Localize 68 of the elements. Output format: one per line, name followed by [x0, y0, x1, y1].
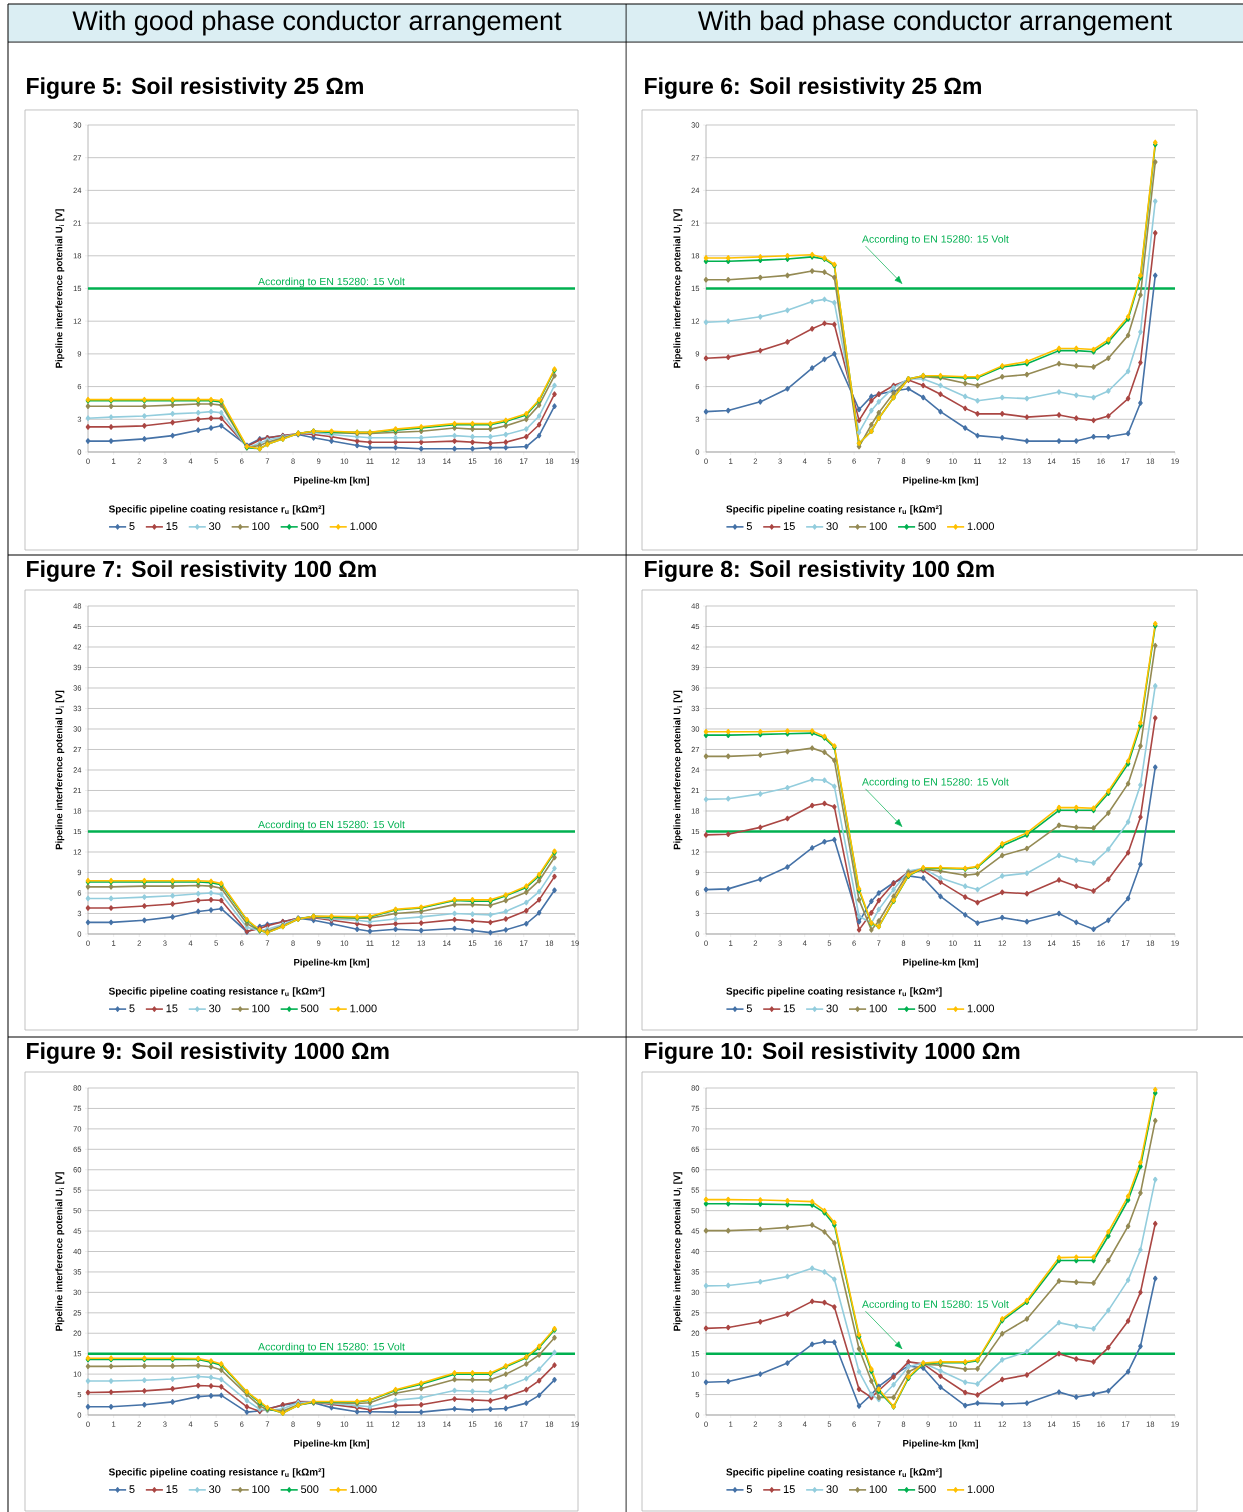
legend-title: Specific pipeline coating resistance r$_{u}$ [kΩm²]: [726, 987, 942, 997]
chart-title: Figure 5: Soil resistivity 25 Ωm: [27, 77, 363, 99]
y-axis-title: Pipeline interference potenial U$_{i}$ [V]: [55, 690, 65, 850]
legend-label: 500: [918, 1004, 936, 1013]
ref-line-label: According to EN 15280: 15 Volt: [861, 777, 1009, 788]
legend-title: Specific pipeline coating resistance r$_{u}$ [kΩm²]: [726, 505, 942, 515]
legend-label: 100: [252, 1485, 270, 1494]
legend-label: 30: [209, 1485, 221, 1494]
legend-title: Specific pipeline coating resistance r$_{u}$ [kΩm²]: [108, 1468, 325, 1478]
legend-label: 15: [783, 1485, 795, 1494]
legend-label: 100: [252, 522, 270, 531]
legend-label: 1.000: [967, 1004, 995, 1013]
legend-label: 30: [826, 1485, 838, 1494]
legend-label: 500: [300, 1485, 319, 1494]
chart-title: Figure 10: Soil resistivity 1000 Ωm: [645, 1042, 1020, 1064]
ref-line-label: According to EN 15280: 15 Volt: [861, 234, 1009, 245]
ref-line-label: According to EN 15280: 15 Volt: [258, 277, 405, 288]
chart-title: Figure 9: Soil resistivity 1000 Ωm: [27, 1042, 389, 1064]
legend-label: 15: [166, 1004, 178, 1013]
chart-subtitle: With bad phase conductor arrangement: [697, 10, 1172, 36]
chart-subtitle: With good phase conductor arrangement: [72, 10, 562, 36]
legend-label: 30: [826, 522, 838, 531]
chart-title: Figure 6: Soil resistivity 25 Ωm: [645, 77, 981, 99]
legend-label: 100: [869, 1485, 887, 1494]
legend-label: 1.000: [967, 1485, 995, 1494]
legend-label: 100: [869, 522, 887, 531]
x-axis-title: Pipeline-km [km]: [903, 476, 978, 486]
legend-label: 500: [300, 522, 319, 531]
y-axis-title: Pipeline interference potenial U$_{i}$ [V]: [673, 209, 683, 368]
legend-label: 5: [129, 1004, 135, 1013]
legend-label: 100: [252, 1004, 270, 1013]
legend-label: 30: [209, 522, 221, 531]
y-axis-title: Pipeline interference potenial U$_{i}$ [V]: [673, 1172, 683, 1331]
legend-label: 500: [918, 1485, 936, 1494]
legend-label: 100: [869, 1004, 887, 1013]
chart-title: Figure 8: Soil resistivity 100 Ωm: [645, 560, 994, 582]
legend-label: 1.000: [350, 1004, 377, 1013]
legend-label: 15: [783, 522, 795, 531]
x-axis-title: Pipeline-km [km]: [294, 1439, 369, 1449]
y-axis-title: Pipeline interference potenial U$_{i}$ [V]: [55, 1172, 65, 1331]
ref-line-label: According to EN 15280: 15 Volt: [861, 1300, 1009, 1310]
legend-label: 15: [166, 1485, 178, 1494]
y-axis-title: Pipeline interference potenial U$_{i}$ [V]: [55, 209, 65, 368]
legend-label: 5: [129, 1485, 135, 1494]
legend-label: 5: [746, 522, 752, 531]
x-axis-title: Pipeline-km [km]: [903, 1439, 978, 1449]
legend-label: 30: [826, 1004, 838, 1013]
x-axis-title: Pipeline-km [km]: [903, 958, 978, 968]
legend-label: 1.000: [350, 522, 377, 531]
ref-line-label: According to EN 15280: 15 Volt: [258, 1342, 405, 1353]
ref-line-label: According to EN 15280: 15 Volt: [258, 820, 405, 831]
legend-title: Specific pipeline coating resistance r$_{u}$ [kΩm²]: [108, 987, 325, 997]
legend-label: 5: [746, 1485, 752, 1494]
legend-label: 1.000: [967, 522, 995, 531]
x-axis-title: Pipeline-km [km]: [294, 476, 369, 486]
legend-title: Specific pipeline coating resistance r$_{u}$ [kΩm²]: [726, 1468, 942, 1478]
legend-label: 15: [166, 522, 178, 531]
y-axis-title: Pipeline interference potenial U$_{i}$ [V]: [673, 690, 683, 850]
x-axis-title: Pipeline-km [km]: [294, 958, 369, 968]
legend-title: Specific pipeline coating resistance r$_{u}$ [kΩm²]: [108, 505, 325, 515]
legend-label: 5: [129, 522, 135, 531]
legend-label: 1.000: [350, 1485, 377, 1494]
legend-label: 15: [783, 1004, 795, 1013]
legend-label: 5: [746, 1004, 752, 1013]
legend-label: 500: [918, 522, 936, 531]
legend-label: 30: [209, 1004, 221, 1013]
legend-label: 500: [300, 1004, 319, 1013]
chart-title: Figure 7: Soil resistivity 100 Ωm: [27, 560, 376, 582]
